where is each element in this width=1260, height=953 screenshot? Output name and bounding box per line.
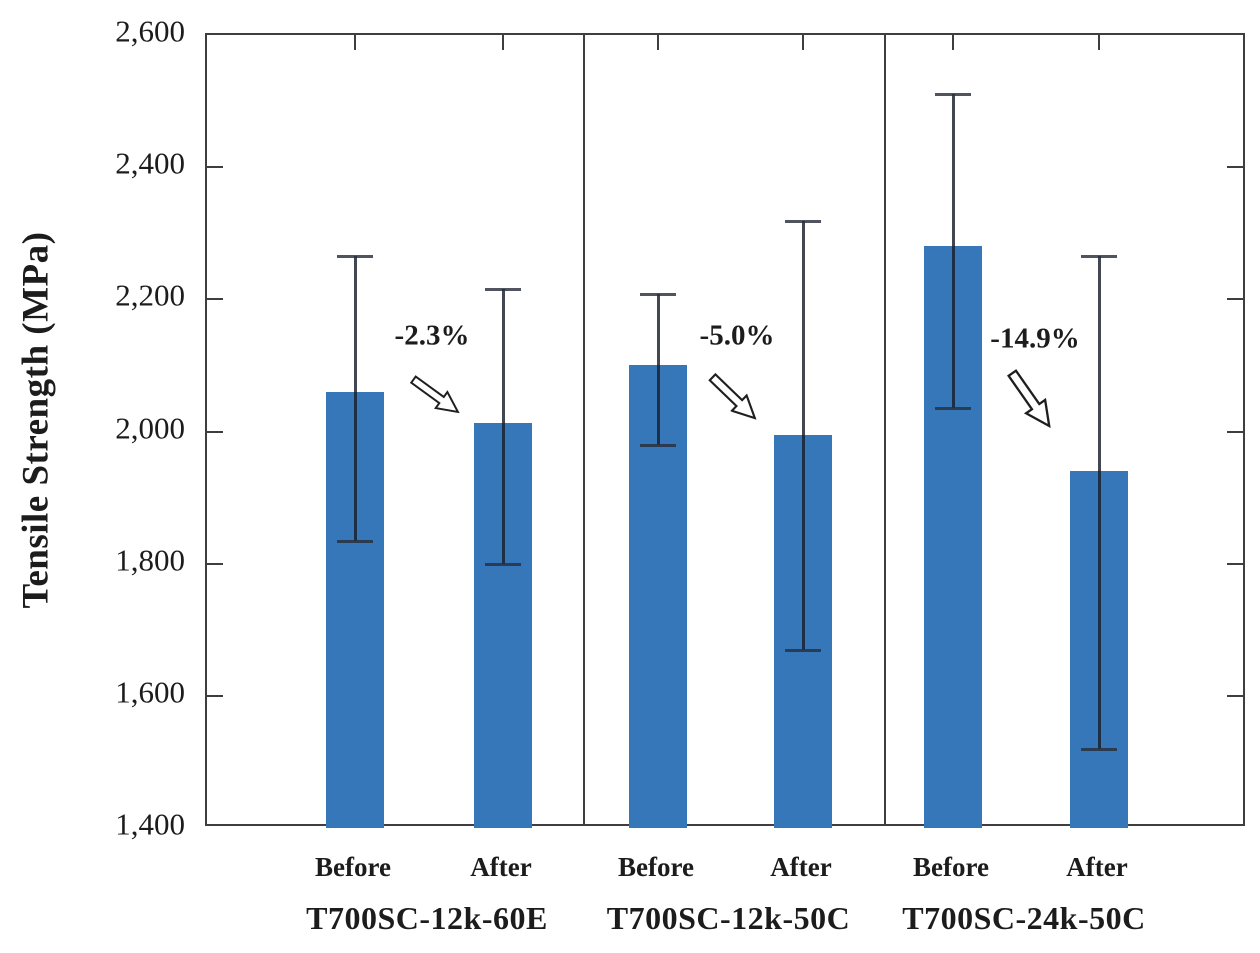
x-axis-condition-label: After xyxy=(1066,852,1128,882)
plot-area xyxy=(205,33,1245,828)
error-bar-cap-top xyxy=(337,255,373,259)
y-axis-tick-mark-right xyxy=(1227,430,1243,433)
decrease-arrow-icon xyxy=(1006,369,1051,429)
y-axis-tick-label: 1,800 xyxy=(115,542,185,578)
error-bar-cap-top xyxy=(935,93,971,97)
y-axis-tick-mark-left xyxy=(207,298,223,301)
y-axis-tick-label: 1,600 xyxy=(115,674,185,710)
y-axis-tick-label: 2,400 xyxy=(115,145,185,181)
error-bar-cap-bottom xyxy=(640,443,676,447)
x-axis-condition-label: Before xyxy=(315,852,391,882)
y-axis-tick-label: 2,600 xyxy=(115,13,185,49)
error-bar-cap-bottom xyxy=(1081,747,1117,751)
y-axis-tick-mark-right xyxy=(1227,694,1243,697)
x-axis-condition-label: Before xyxy=(913,852,989,882)
x-axis-tick-mark-top xyxy=(1098,35,1100,50)
percent-change-label: -5.0% xyxy=(699,319,775,352)
error-bar-cap-top xyxy=(1081,255,1117,259)
panel-divider xyxy=(583,35,585,824)
x-axis-group-label: T700SC-24k-50C xyxy=(902,900,1146,936)
x-axis-tick-mark-top xyxy=(802,35,804,50)
error-bar-line xyxy=(1097,256,1101,749)
x-axis-condition-label: After xyxy=(470,852,532,882)
y-axis-tick-label: 2,200 xyxy=(115,277,185,313)
x-axis-condition-label: Before xyxy=(618,852,694,882)
decrease-arrow-icon xyxy=(708,372,757,420)
error-bar-line xyxy=(951,94,955,409)
error-bar-line xyxy=(801,221,805,650)
x-axis-condition-label: After xyxy=(770,852,832,882)
x-axis-tick-mark-top xyxy=(952,35,954,50)
x-axis-tick-mark-top xyxy=(502,35,504,50)
y-axis-tick-label: 2,000 xyxy=(115,410,185,446)
error-bar-cap-bottom xyxy=(785,648,821,652)
error-bar-cap-top xyxy=(485,288,521,292)
y-axis-tick-mark-left xyxy=(207,694,223,697)
error-bar-line xyxy=(501,289,505,564)
y-axis-tick-mark-left xyxy=(207,562,223,565)
x-axis-tick-mark-top xyxy=(354,35,356,50)
y-axis-tick-mark-right xyxy=(1227,298,1243,301)
percent-change-label: -14.9% xyxy=(990,322,1080,355)
error-bar-cap-bottom xyxy=(485,562,521,566)
error-bar-cap-bottom xyxy=(935,407,971,411)
error-bar-cap-top xyxy=(640,293,676,297)
error-bar-line xyxy=(656,294,660,445)
y-axis-tick-mark-right xyxy=(1227,166,1243,169)
y-axis-title: Tensile Strength (MPa) xyxy=(15,231,57,609)
decrease-arrow-icon xyxy=(409,375,460,414)
y-axis-tick-label: 1,400 xyxy=(115,806,185,842)
panel-divider xyxy=(884,35,886,824)
x-axis-tick-mark-top xyxy=(657,35,659,50)
error-bar-line xyxy=(353,256,357,541)
x-axis-group-label: T700SC-12k-50C xyxy=(606,900,851,936)
y-axis-tick-mark-left xyxy=(207,430,223,433)
percent-change-label: -2.3% xyxy=(394,319,470,352)
x-axis-group-label: T700SC-12k-60E xyxy=(306,900,548,936)
error-bar-cap-top xyxy=(785,220,821,224)
y-axis-tick-mark-right xyxy=(1227,562,1243,565)
y-axis-tick-mark-left xyxy=(207,166,223,169)
error-bar-cap-bottom xyxy=(337,539,373,543)
